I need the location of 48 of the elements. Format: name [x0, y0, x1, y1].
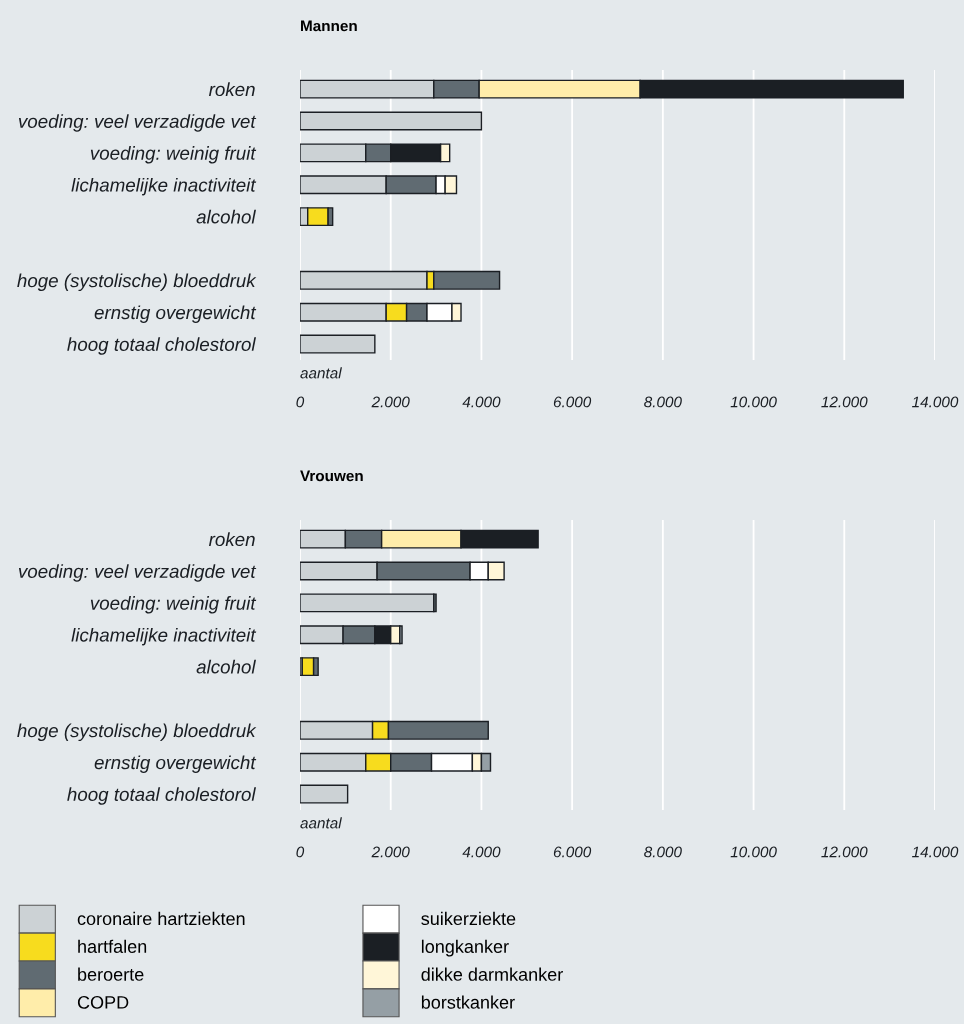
x-tick-label: 0	[296, 846, 305, 858]
x-tick-label: 12.000	[821, 846, 868, 858]
x-tick-label: 10.000	[730, 396, 777, 408]
y-tick-label: hoog totaal cholestorol	[67, 337, 256, 355]
y-tick-label: hoge (systolische) bloeddruk	[17, 273, 257, 292]
y-tick-label: roken	[208, 82, 255, 97]
y-tick-label: hoog totaal cholestorol	[67, 787, 256, 805]
legend-label: beroerte	[78, 967, 144, 981]
y-tick-label: voeding: veel verzadigde vet	[18, 114, 257, 132]
legend-label: suikerziekte	[421, 911, 516, 926]
y-tick-label: alcohol	[196, 209, 256, 224]
y-tick-label: ernstig overgewicht	[94, 305, 257, 323]
bar	[300, 111, 483, 131]
x-tick-label: 10.000	[730, 846, 777, 858]
bar	[300, 784, 349, 804]
x-axis-title: aantal	[300, 817, 342, 829]
bar	[300, 593, 435, 613]
y-tick-label: lichamelijke inactiviteit	[71, 627, 257, 646]
y-tick-label: hoge (systolische) bloeddruk	[17, 723, 257, 742]
x-tick-label: 2.000	[371, 396, 410, 408]
legend-label: coronaire hartziekten	[77, 911, 245, 926]
x-tick-label: 14.000	[912, 396, 959, 408]
chart-title: Vrouwen	[300, 470, 363, 482]
x-axis-title: aantal	[300, 367, 342, 379]
y-tick-label: roken	[208, 532, 255, 547]
legend-label: borstkanker	[421, 995, 515, 1009]
y-tick-label: alcohol	[196, 659, 256, 674]
x-tick-label: 6.000	[553, 846, 592, 858]
chart-title: Mannen	[301, 20, 357, 32]
x-tick-label: 14.000	[912, 846, 959, 858]
y-tick-label: voeding: veel verzadigde vet	[18, 564, 257, 582]
legend-label: COPD	[77, 995, 129, 1009]
x-tick-label: 12.000	[821, 396, 868, 408]
x-tick-label: 4.000	[462, 396, 501, 408]
y-tick-label: voeding: weinig fruit	[90, 146, 257, 164]
legend-label: dikke darmkanker	[421, 967, 563, 981]
y-tick-label: lichamelijke inactiviteit	[71, 177, 257, 196]
legend-label: hartfalen	[78, 939, 147, 953]
y-tick-label: ernstig overgewicht	[94, 755, 257, 773]
x-tick-label: 0	[296, 396, 305, 408]
bar	[300, 334, 376, 354]
y-tick-label: voeding: weinig fruit	[90, 596, 257, 614]
legend-label: longkanker	[421, 939, 509, 957]
x-tick-label: 8.000	[644, 846, 682, 858]
x-tick-label: 6.000	[553, 396, 592, 408]
x-tick-label: 4.000	[462, 846, 501, 858]
x-tick-label: 8.000	[644, 396, 682, 408]
x-tick-label: 2.000	[371, 846, 410, 858]
